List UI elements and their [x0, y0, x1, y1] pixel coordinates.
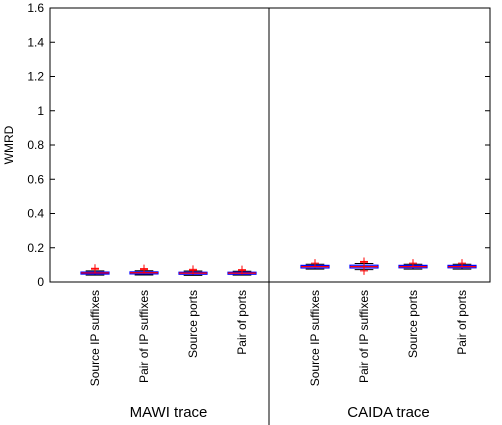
category-label: Pair of ports	[235, 290, 249, 355]
category-label: Pair of IP suffixes	[137, 290, 151, 383]
category-label: Source ports	[186, 290, 200, 358]
plot-axes	[49, 7, 491, 425]
box-1-1	[349, 257, 379, 275]
category-label: Source ports	[406, 290, 420, 358]
group-labels: MAWI trace CAIDA trace	[130, 404, 430, 421]
y-tick-label: 1.4	[27, 35, 44, 49]
box-1-3	[447, 259, 477, 270]
y-tick-label: 0.4	[27, 207, 44, 221]
group-label-1: CAIDA trace	[347, 404, 430, 421]
category-labels: Source IP suffixes Pair of IP suffixes Sou…	[88, 290, 469, 386]
y-axis-ticks: 0 0.2 0.4 0.6 0.8 1 1.2 1.4 1.6	[27, 1, 490, 289]
y-tick-label: 1.6	[27, 1, 44, 15]
category-label: Pair of ports	[455, 290, 469, 355]
group-label-0: MAWI trace	[130, 404, 208, 421]
plot-frame	[49, 7, 491, 283]
box-0-2	[178, 265, 208, 276]
y-tick-label: 0.6	[27, 172, 44, 186]
category-label: Source IP suffixes	[88, 290, 102, 386]
y-tick-label: 1	[37, 104, 44, 118]
box-0-1	[129, 264, 159, 276]
y-tick-label: 0.8	[27, 138, 44, 152]
box-series	[80, 257, 477, 276]
box-1-0	[300, 259, 330, 270]
y-axis-title: WMRD	[2, 125, 16, 164]
box-1-2	[398, 259, 428, 270]
box-0-0	[80, 264, 110, 276]
box-0-3	[227, 265, 257, 276]
y-tick-label: 1.2	[27, 70, 44, 84]
y-tick-label: 0	[37, 275, 44, 289]
category-label: Source IP suffixes	[308, 290, 322, 386]
category-label: Pair of IP suffixes	[357, 290, 371, 383]
y-tick-label: 0.2	[27, 241, 44, 255]
